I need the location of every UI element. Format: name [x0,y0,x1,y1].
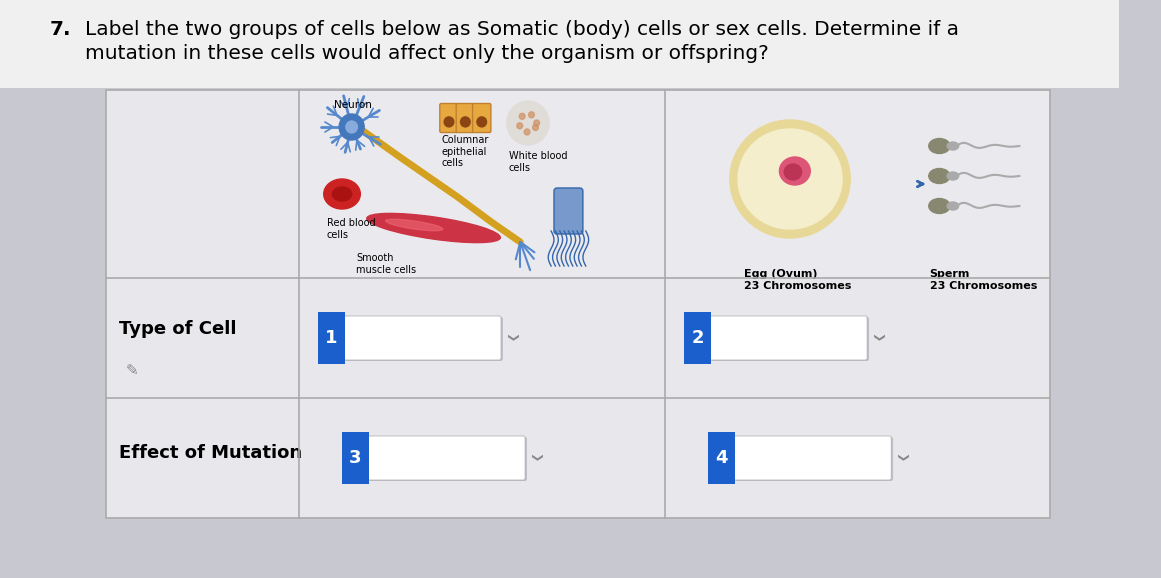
Text: 4: 4 [715,449,728,467]
Ellipse shape [332,187,352,201]
Text: 2: 2 [691,329,704,347]
Bar [665,278,1051,398]
Text: ❯: ❯ [871,334,882,343]
Ellipse shape [929,169,950,183]
Text: 3: 3 [349,449,362,467]
Text: Sperm
23 Chromosomes: Sperm 23 Chromosomes [930,269,1037,291]
Circle shape [477,117,486,127]
Bar [106,90,1051,518]
Circle shape [346,121,358,133]
FancyBboxPatch shape [709,316,867,360]
Ellipse shape [947,142,959,150]
Bar [0,0,1118,88]
Text: Neuron: Neuron [334,100,373,110]
Text: ❯: ❯ [529,453,540,462]
Text: Type of Cell: Type of Cell [120,320,237,338]
Bar [298,90,665,278]
Ellipse shape [324,179,360,209]
Bar [684,312,711,364]
Bar [342,432,369,484]
Text: ❯: ❯ [895,453,906,462]
Bar [318,312,345,364]
Circle shape [517,123,522,129]
Circle shape [519,113,525,119]
Circle shape [507,101,549,145]
Text: Egg (Ovum)
23 Chromosomes: Egg (Ovum) 23 Chromosomes [744,269,851,291]
Bar [298,398,665,518]
Ellipse shape [929,198,950,213]
Ellipse shape [779,157,810,185]
FancyBboxPatch shape [735,437,893,481]
FancyBboxPatch shape [456,103,475,132]
Text: 1: 1 [325,329,338,347]
Circle shape [533,124,539,131]
Ellipse shape [730,120,850,238]
Circle shape [528,112,534,118]
Bar [665,398,1051,518]
Circle shape [339,114,365,140]
FancyBboxPatch shape [554,188,583,234]
FancyBboxPatch shape [369,437,527,481]
Bar [708,432,735,484]
Bar [298,278,665,398]
Circle shape [534,120,540,126]
FancyBboxPatch shape [440,103,459,132]
Text: Columnar
epithelial
cells: Columnar epithelial cells [441,135,489,168]
FancyBboxPatch shape [711,317,870,361]
Bar [106,90,298,278]
Bar [106,398,298,518]
Text: Effect of Mutation: Effect of Mutation [120,444,303,462]
Bar [106,278,298,398]
Text: Red blood
cells: Red blood cells [326,218,375,240]
Circle shape [445,117,454,127]
FancyBboxPatch shape [367,436,525,480]
Text: ✎: ✎ [125,363,138,378]
Ellipse shape [947,172,959,180]
FancyBboxPatch shape [342,316,502,360]
Ellipse shape [367,213,500,243]
Ellipse shape [947,202,959,210]
FancyBboxPatch shape [734,436,892,480]
Ellipse shape [784,164,801,180]
Ellipse shape [929,139,950,154]
Ellipse shape [738,129,842,229]
Ellipse shape [385,219,442,231]
Text: ❯: ❯ [505,334,515,343]
Circle shape [461,117,470,127]
Text: Smooth
muscle cells: Smooth muscle cells [356,253,417,275]
Circle shape [524,129,529,135]
Text: Label the two groups of cells below as Somatic (body) cells or sex cells. Determ: Label the two groups of cells below as S… [85,20,959,39]
Bar [665,90,1051,278]
Bar [106,90,1051,518]
Text: White blood
cells: White blood cells [509,151,568,173]
FancyBboxPatch shape [345,317,503,361]
Text: 7.: 7. [50,20,72,39]
Text: mutation in these cells would affect only the organism or offspring?: mutation in these cells would affect onl… [85,44,769,63]
FancyBboxPatch shape [473,103,491,132]
